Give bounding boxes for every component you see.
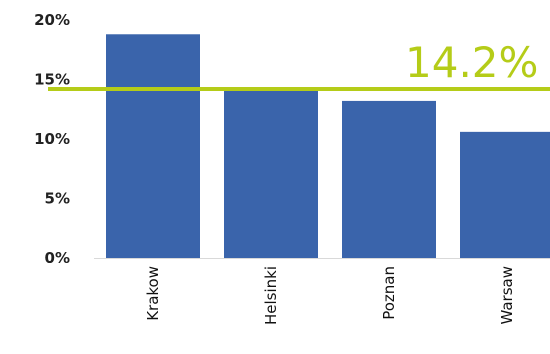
average-reference-label: 14.2% [405, 38, 538, 87]
bar-poznan [342, 100, 436, 258]
y-tick-label: 0% [45, 249, 70, 267]
x-tick-label: Poznan [380, 266, 398, 320]
bar-warsaw [460, 131, 550, 258]
bar-krakow [106, 34, 200, 258]
y-tick-label: 20% [34, 11, 70, 29]
y-axis-ticks: 0% 5% 10% 15% 20% [34, 11, 70, 267]
bar-helsinki [224, 87, 318, 258]
y-tick-label: 15% [34, 71, 70, 89]
x-tick-label: Helsinki [262, 266, 280, 325]
x-tick-label: Warsaw [498, 266, 516, 325]
y-tick-label: 10% [34, 130, 70, 148]
y-tick-label: 5% [45, 190, 70, 208]
x-tick-label: Krakow [144, 266, 162, 321]
x-axis-labels: Krakow Helsinki Poznan Warsaw [144, 266, 516, 325]
bars [106, 34, 550, 258]
